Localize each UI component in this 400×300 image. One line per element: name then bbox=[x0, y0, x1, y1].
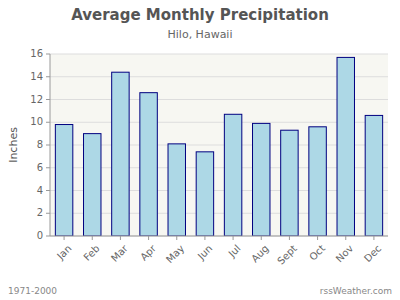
x-tick bbox=[120, 236, 121, 240]
bar bbox=[55, 125, 72, 236]
y-tick-label: 12 bbox=[30, 94, 43, 105]
plot-background bbox=[50, 54, 388, 236]
x-tick-label: Jun bbox=[195, 243, 215, 263]
x-tick bbox=[148, 236, 149, 240]
y-axis-line bbox=[50, 54, 51, 236]
x-tick bbox=[204, 236, 205, 240]
grid-line bbox=[50, 236, 388, 237]
y-tick bbox=[46, 236, 50, 237]
x-tick-label: Sept bbox=[275, 243, 299, 267]
x-tick-label: Nov bbox=[334, 243, 356, 265]
bar bbox=[309, 127, 326, 236]
x-tick bbox=[233, 236, 234, 240]
footnote: rssWeather.com bbox=[320, 286, 392, 296]
chart-container: 0 2 4 6 8 10 12 14 16 Jan Feb Mar AprMay Jun Jul AugSep… bbox=[0, 0, 400, 300]
bar bbox=[196, 152, 213, 236]
x-axis: Jan Feb Mar AprMay Jun Jul AugSept Oct Nov Dec bbox=[54, 236, 383, 267]
title: Average Monthly Precipitation bbox=[71, 6, 329, 24]
y-tick bbox=[46, 213, 50, 214]
y-tick-label: 2 bbox=[37, 207, 43, 218]
y-tick-label: 6 bbox=[37, 162, 43, 173]
y-tick bbox=[46, 145, 50, 146]
x-tick bbox=[317, 236, 318, 240]
y-tick bbox=[46, 167, 50, 168]
x-tick-label: Aug bbox=[249, 243, 271, 265]
x-tick bbox=[289, 236, 290, 240]
y-tick-label: 0 bbox=[37, 230, 43, 241]
x-tick bbox=[261, 236, 262, 240]
y-tick bbox=[46, 99, 50, 100]
x-tick-label: Jan bbox=[54, 243, 73, 262]
x-tick-label: Mar bbox=[109, 242, 131, 264]
x-tick-label: Dec bbox=[362, 243, 383, 264]
bar bbox=[140, 93, 157, 236]
bar bbox=[224, 114, 241, 236]
y-axis: 0 2 4 6 8 10 12 14 16 bbox=[30, 48, 50, 241]
bar bbox=[168, 144, 185, 236]
x-tick bbox=[345, 236, 346, 240]
bars bbox=[55, 57, 382, 236]
y-tick-label: 8 bbox=[37, 139, 43, 150]
y-tick bbox=[46, 54, 50, 55]
y-tick bbox=[46, 122, 50, 123]
y-tick bbox=[46, 190, 50, 191]
x-tick bbox=[64, 236, 65, 240]
grid-line bbox=[50, 54, 388, 55]
y-tick-label: 16 bbox=[30, 48, 43, 59]
x-tick-label: Feb bbox=[81, 243, 101, 263]
x-tick bbox=[176, 236, 177, 240]
y-tick bbox=[46, 76, 50, 77]
y-axis-label: Inches bbox=[7, 127, 20, 163]
x-tick-label: Oct bbox=[307, 243, 327, 263]
bar bbox=[281, 130, 298, 236]
subtitle: Hilo, Hawaii bbox=[168, 28, 233, 41]
bar bbox=[84, 134, 101, 236]
x-tick-label: Apr bbox=[138, 242, 159, 263]
y-tick-label: 14 bbox=[30, 71, 43, 82]
bar bbox=[112, 72, 129, 236]
x-tick-label: May bbox=[164, 243, 186, 265]
bar bbox=[337, 57, 354, 236]
footnote: 1971-2000 bbox=[8, 286, 57, 296]
x-axis-line bbox=[50, 236, 388, 237]
x-tick-label: Jul bbox=[226, 243, 243, 260]
bar bbox=[253, 123, 270, 236]
bar bbox=[365, 115, 382, 236]
x-tick bbox=[373, 236, 374, 240]
x-tick bbox=[92, 236, 93, 240]
y-tick-label: 4 bbox=[37, 185, 43, 196]
y-tick-label: 10 bbox=[30, 116, 43, 127]
chart-svg: 0 2 4 6 8 10 12 14 16 Jan Feb Mar AprMay Jun Jul AugSep… bbox=[0, 0, 400, 300]
y-grid bbox=[50, 54, 388, 236]
